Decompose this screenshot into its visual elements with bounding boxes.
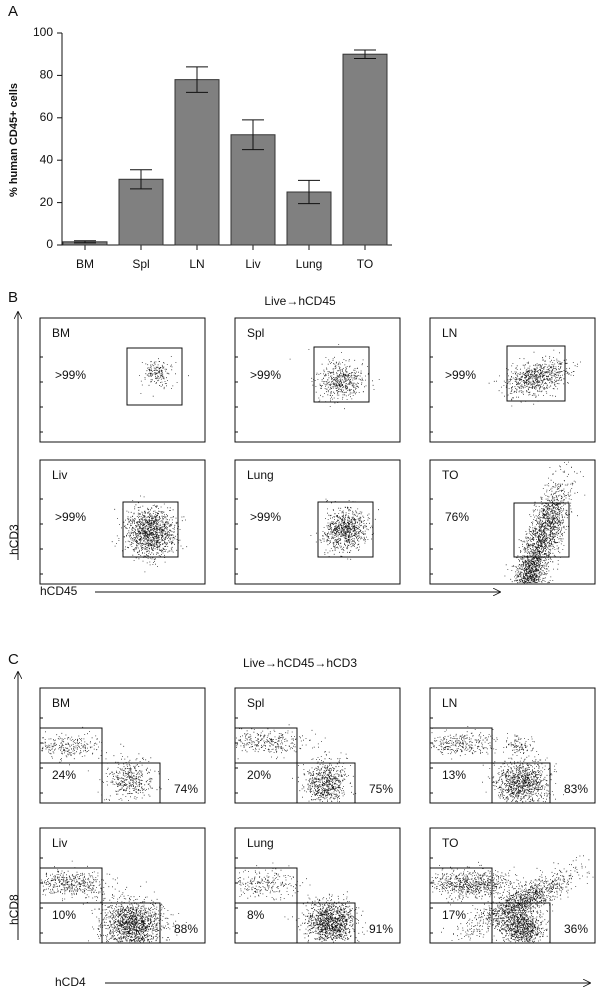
gate-percent: 88% <box>174 922 198 936</box>
gate <box>101 762 161 804</box>
gate-percent: >99% <box>445 368 476 382</box>
gate <box>39 727 103 764</box>
plot-name: BM <box>52 696 70 710</box>
plot-name: Spl <box>247 326 264 340</box>
x-tick-label: Liv <box>245 257 260 271</box>
error-bar <box>354 49 376 59</box>
dots <box>139 356 189 397</box>
gate <box>491 762 551 804</box>
gate-percent: >99% <box>250 368 281 382</box>
gate <box>122 501 179 558</box>
dots <box>237 862 368 943</box>
gate-percent: >99% <box>250 510 281 524</box>
gate-percent: 91% <box>369 922 393 936</box>
gate <box>39 867 103 904</box>
panel-title: Live→hCD45→hCD3 <box>243 656 357 670</box>
gate-percent: >99% <box>55 368 86 382</box>
gate <box>506 345 566 402</box>
error-bar <box>242 119 264 151</box>
gate-percent: 83% <box>564 782 588 796</box>
gate <box>317 501 374 558</box>
panel-letter: C <box>8 651 19 668</box>
plot-name: Spl <box>247 696 264 710</box>
gate <box>313 346 370 403</box>
gate-percent: 75% <box>369 782 393 796</box>
gate <box>429 727 493 764</box>
bar <box>118 178 164 246</box>
gate-percent: >99% <box>55 510 86 524</box>
dots <box>488 349 581 407</box>
gate-percent: 8% <box>247 908 265 922</box>
y-axis-label: % human CD45+ cells <box>8 83 20 197</box>
gate <box>234 867 298 904</box>
dots <box>111 495 188 573</box>
gate <box>234 727 298 764</box>
x-tick-label: TO <box>357 257 373 271</box>
gate <box>101 902 161 944</box>
plot-frame <box>234 459 401 585</box>
error-bar <box>186 66 208 93</box>
error-bar <box>298 179 320 205</box>
plot-name: TO <box>442 468 458 482</box>
y-tick-label: 40 <box>40 152 54 166</box>
plot-name: Lung <box>247 836 274 850</box>
x-tick-label: BM <box>76 257 94 271</box>
dots <box>236 724 357 803</box>
gate-percent: 74% <box>174 782 198 796</box>
plot-name: Liv <box>52 468 67 482</box>
dots <box>41 860 187 943</box>
panel-title: Live→hCD45 <box>264 294 336 308</box>
x-tick-label: Lung <box>296 257 323 271</box>
x-axis-label: hCD4 <box>55 975 86 989</box>
y-tick-label: 0 <box>46 237 53 251</box>
plot-name: LN <box>442 326 457 340</box>
panel-letter: B <box>8 289 18 306</box>
gate <box>296 902 356 944</box>
gate <box>513 502 570 558</box>
dots <box>504 461 586 584</box>
panel-letter: A <box>8 3 18 20</box>
plot-frame <box>39 317 206 443</box>
bar <box>174 79 220 246</box>
bar <box>230 134 276 246</box>
gate-percent: 36% <box>564 922 588 936</box>
gate-percent: 76% <box>445 510 469 524</box>
x-tick-label: LN <box>189 257 204 271</box>
gate-percent: 17% <box>442 908 466 922</box>
y-tick-label: 60 <box>40 110 54 124</box>
error-bar <box>74 240 96 244</box>
gate-percent: 10% <box>52 908 76 922</box>
plot-frame <box>39 459 206 585</box>
dots <box>289 344 380 410</box>
gate <box>429 867 493 904</box>
bar <box>342 53 388 246</box>
gate <box>296 762 356 804</box>
plot-frame <box>234 317 401 443</box>
gate <box>491 902 551 944</box>
gate-percent: 13% <box>442 768 466 782</box>
plot-name: LN <box>442 696 457 710</box>
plot-name: TO <box>442 836 458 850</box>
dots <box>41 726 169 801</box>
gate-percent: 20% <box>247 768 271 782</box>
x-tick-label: Spl <box>132 257 149 271</box>
dots <box>431 726 575 803</box>
y-axis-label: hCD3 <box>7 524 21 555</box>
y-tick-label: 20 <box>40 195 54 209</box>
y-tick-label: 100 <box>33 25 53 39</box>
plot-name: Liv <box>52 836 67 850</box>
plot-frame <box>429 459 596 585</box>
x-axis-label: hCD45 <box>40 584 78 598</box>
y-axis-label: hCD8 <box>7 894 21 925</box>
plot-frame <box>429 317 596 443</box>
error-bar <box>130 169 152 190</box>
gate <box>126 347 183 406</box>
dots <box>310 498 379 560</box>
gate-percent: 24% <box>52 768 76 782</box>
y-tick-label: 80 <box>40 68 54 82</box>
plot-name: BM <box>52 326 70 340</box>
plot-name: Lung <box>247 468 274 482</box>
